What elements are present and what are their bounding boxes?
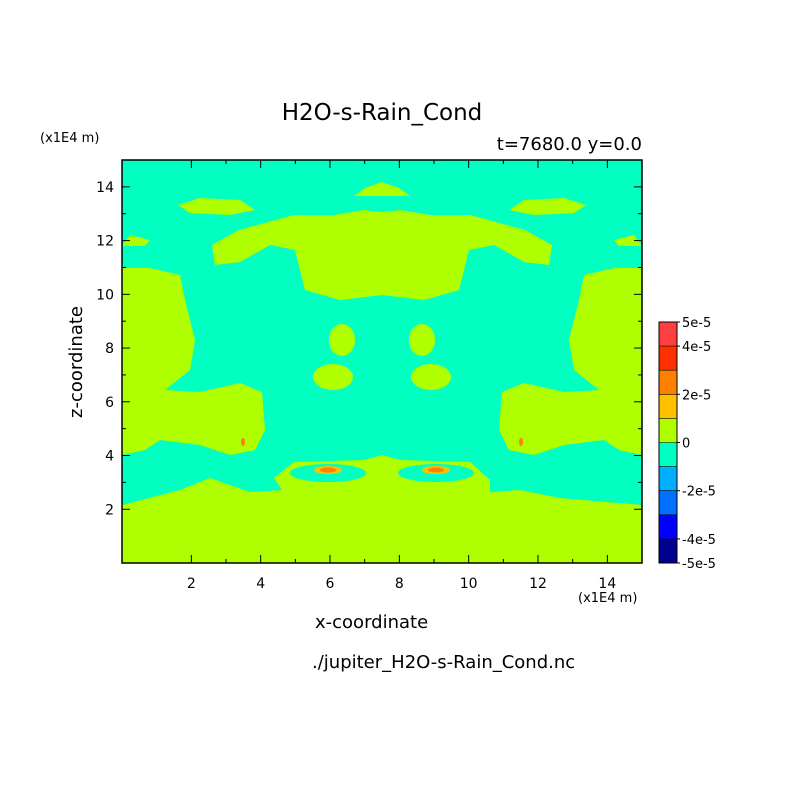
colorbar-band	[659, 346, 677, 371]
chart-title: H2O-s-Rain_Cond	[282, 100, 483, 126]
y-axis-title: z-coordinate	[66, 306, 87, 418]
colorbar-band	[659, 538, 677, 563]
x-unit: (x1E4 m)	[578, 591, 637, 606]
chart-subtitle: t=7680.0 y=0.0	[497, 134, 642, 155]
contour-region	[178, 198, 255, 215]
contour-region	[428, 467, 444, 473]
colorbar-band	[659, 370, 677, 395]
colorbar-band	[659, 394, 677, 419]
colorbar-tick-label: -5e-5	[682, 557, 716, 572]
colorbar-band	[659, 418, 677, 443]
contour-region	[409, 324, 435, 356]
contour-region	[509, 198, 586, 215]
x-tick-label: 4	[256, 576, 265, 592]
contour-region	[411, 364, 451, 390]
contour-region	[122, 455, 642, 563]
contour-region	[122, 268, 265, 455]
colorbar	[659, 321, 677, 564]
contour-region	[241, 438, 245, 446]
y-tick-label: 2	[105, 502, 114, 518]
colorbar-tick-label: 0	[682, 437, 690, 452]
colorbar-tick-label: -4e-5	[682, 533, 716, 548]
x-tick-label: 14	[598, 576, 616, 592]
colorbar-band	[659, 490, 677, 515]
x-tick-label: 12	[529, 576, 547, 592]
y-tick-label: 4	[105, 449, 114, 465]
contour-region	[212, 210, 552, 300]
colorbar-tick-label: 5e-5	[682, 316, 711, 331]
x-tick-label: 2	[187, 576, 196, 592]
colorbar-tick-label: 2e-5	[682, 388, 711, 403]
contour-region	[354, 182, 410, 196]
y-tick-label: 6	[105, 395, 114, 411]
contour-region	[614, 235, 642, 246]
colorbar-band	[659, 514, 677, 539]
y-tick-label: 8	[105, 341, 114, 357]
x-tick-label: 8	[395, 576, 404, 592]
contour-field	[122, 160, 642, 563]
y-tick-label: 12	[96, 234, 114, 250]
contour-region	[122, 235, 150, 246]
colorbar-band	[659, 322, 677, 347]
x-axis-title: x-coordinate	[315, 612, 428, 633]
colorbar-band	[659, 442, 677, 467]
contour-region	[320, 467, 336, 473]
y-tick-label: 14	[96, 180, 114, 196]
contour-region	[519, 438, 523, 446]
contour-region	[499, 268, 642, 455]
y-tick-label: 10	[96, 287, 114, 303]
x-tick-label: 6	[326, 576, 335, 592]
contour-region	[313, 364, 353, 390]
colorbar-tick-label: -2e-5	[682, 485, 716, 500]
x-tick-label: 10	[460, 576, 478, 592]
plot-frame	[121, 159, 643, 564]
colorbar-band	[659, 466, 677, 491]
contour-region	[329, 324, 355, 356]
source-label: ./jupiter_H2O-s-Rain_Cond.nc	[312, 652, 575, 673]
y-unit: (x1E4 m)	[40, 131, 99, 146]
colorbar-tick-label: 4e-5	[682, 340, 711, 355]
